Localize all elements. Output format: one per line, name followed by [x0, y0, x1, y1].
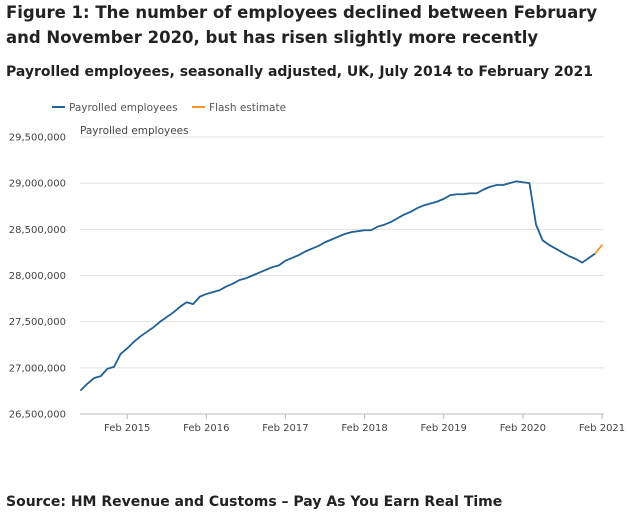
y-tick-label: 29,000,000 [9, 179, 66, 190]
chart-title: Figure 1: The number of employees declin… [6, 3, 598, 47]
series-lines [80, 180, 603, 391]
series-line-flash[interactable] [594, 244, 603, 255]
series-line-payrolled[interactable] [80, 180, 597, 391]
source-note: Source: HM Revenue and Customs – Pay As … [6, 494, 503, 510]
y-tick-label: 28,000,000 [9, 271, 66, 282]
x-tick-label: Feb 2015 [104, 423, 150, 434]
legend: Payrolled employees Flash estimate [52, 102, 286, 114]
chart-subtitle: Payrolled employees, seasonally adjusted… [6, 64, 594, 80]
y-tick-label: 26,500,000 [9, 410, 66, 421]
y-tick-label: 28,500,000 [9, 225, 66, 236]
y-tick-label: 29,500,000 [9, 133, 66, 144]
x-axis: Feb 2015 Feb 2016 Feb 2017 Feb 2018 Feb 2019… [104, 414, 625, 434]
grid-lines [80, 136, 604, 415]
x-tick-label: Feb 2016 [183, 423, 229, 434]
y-axis-title: Payrolled employees [80, 125, 189, 137]
x-tick-label: Feb 2017 [262, 423, 308, 434]
y-axis: 26,500,000 27,000,000 27,500,000 28,000,000… [9, 133, 66, 421]
y-tick-label: 27,000,000 [9, 363, 66, 374]
x-tick-label: Feb 2021 [579, 423, 625, 434]
legend-label-flash[interactable]: Flash estimate [209, 102, 286, 114]
x-tick-label: Feb 2019 [421, 423, 467, 434]
x-tick-label: Feb 2018 [341, 423, 387, 434]
y-tick-label: 27,500,000 [9, 317, 66, 328]
legend-label-payrolled[interactable]: Payrolled employees [69, 102, 178, 114]
x-tick-label: Feb 2020 [500, 423, 546, 434]
